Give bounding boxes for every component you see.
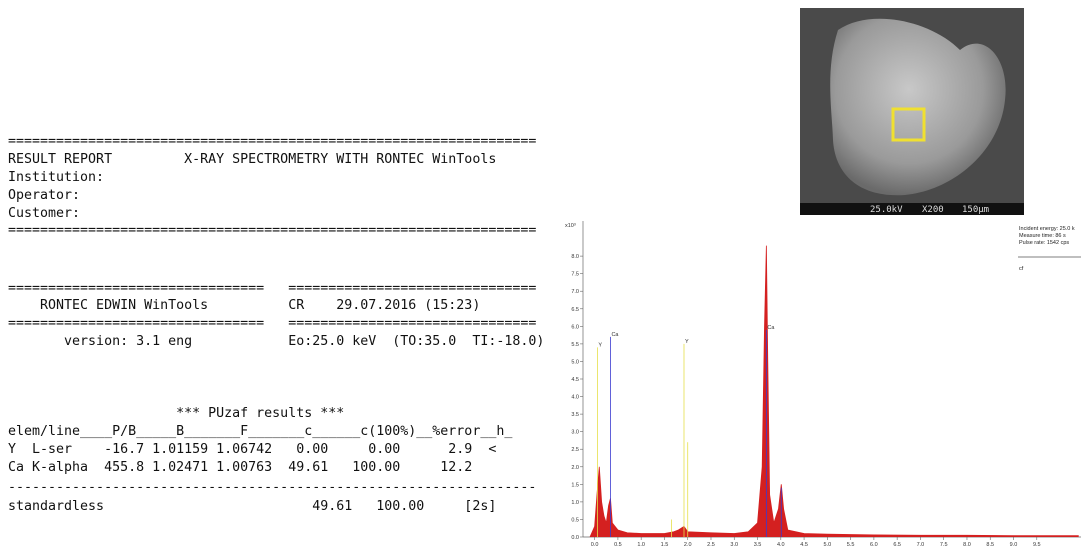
element-marker-label: Ca: [767, 325, 775, 331]
x-tick-label: 4.5: [800, 542, 808, 548]
y-tick-label: 6.0: [571, 324, 579, 330]
x-tick-label: 6.0: [870, 542, 878, 548]
spectrum-fill: [590, 246, 1079, 537]
y-tick-label: 4.5: [571, 377, 579, 383]
x-tick-label: 7.0: [917, 542, 925, 548]
x-tick-label: 2.0: [684, 542, 692, 548]
y-tick-label: 1.0: [571, 500, 579, 506]
report-line: Operator:: [8, 188, 80, 203]
y-tick-label: 3.5: [571, 412, 579, 418]
y-tick-label: 5.0: [571, 359, 579, 365]
y-tick-label: 4.0: [571, 395, 579, 401]
sem-image: 25.0kV X200 150µm: [800, 8, 1024, 215]
x-tick-label: 0.5: [614, 542, 622, 548]
element-marker-label: Y: [598, 342, 602, 348]
voltage: 25.0kV: [870, 205, 903, 215]
y-tick-label: 0.5: [571, 517, 579, 523]
report-line: Ca K-alpha 455.8 1.02471 1.00763 49.61 1…: [8, 460, 472, 475]
y-tick-label: 7.0: [571, 289, 579, 295]
x-tick-label: 1.0: [637, 542, 645, 548]
report-line: Institution:: [8, 170, 104, 185]
x-tick-label: 1.5: [661, 542, 669, 548]
x-tick-label: 6.5: [893, 542, 901, 548]
spectrum-info: Measure time: 86 s: [1019, 233, 1066, 239]
x-tick-label: 9.5: [1033, 542, 1041, 548]
magnification: X200: [922, 205, 944, 215]
y-tick-label: 3.0: [571, 430, 579, 436]
y-unit-label: x10³: [565, 223, 576, 229]
spectrum-info: Pulse rate: 1542 cps: [1019, 240, 1069, 246]
scale-strip: [800, 203, 1024, 215]
y-tick-label: 0.0: [571, 535, 579, 541]
report-line: RESULT REPORT X-RAY SPECTROMETRY WITH RO…: [8, 152, 496, 167]
y-tick-label: 7.5: [571, 272, 579, 278]
x-tick-label: 7.5: [940, 542, 948, 548]
x-tick-label: 5.0: [824, 542, 832, 548]
y-tick-label: 2.0: [571, 465, 579, 471]
report-line: ================================ =======…: [8, 281, 536, 296]
y-tick-label: 5.5: [571, 342, 579, 348]
scale-bar-label: 150µm: [962, 205, 989, 215]
report-line: Customer:: [8, 206, 80, 221]
spectrum-line: [590, 246, 1079, 537]
element-marker-label: Ca: [611, 332, 619, 338]
report-line: ----------------------------------------…: [8, 480, 536, 495]
report-line: standardless 49.61 100.00 [2s]: [8, 499, 496, 514]
y-tick-label: 2.5: [571, 447, 579, 453]
x-tick-label: 2.5: [707, 542, 715, 548]
x-tick-label: 3.0: [730, 542, 738, 548]
x-tick-label: 0.0: [591, 542, 599, 548]
report-line: version: 3.1 eng Eo:25.0 keV (TO:35.0 TI…: [8, 334, 544, 349]
report-line: ========================================…: [8, 223, 536, 238]
x-tick-label: 4.0: [777, 542, 785, 548]
x-tick-label: 5.5: [847, 542, 855, 548]
x-tick-label: 8.5: [986, 542, 994, 548]
y-tick-label: 8.0: [571, 254, 579, 260]
page: 25.0kV X200 150µm ======================…: [0, 0, 1081, 551]
report-line: elem/line____P/B_____B_______F_______c__…: [8, 424, 512, 439]
x-tick-label: 8.0: [963, 542, 971, 548]
report-line: ========================================…: [8, 134, 536, 149]
report-line: ================================ =======…: [8, 316, 536, 331]
y-tick-label: 1.5: [571, 482, 579, 488]
canvas: 25.0kV X200 150µm ======================…: [0, 0, 1081, 551]
x-tick-label: 3.5: [754, 542, 762, 548]
spectrum-info: Incident energy: 25.0 k: [1019, 226, 1075, 232]
report-line: *** PUzaf results ***: [8, 406, 344, 421]
report-line: RONTEC EDWIN WinTools CR 29.07.2016 (15:…: [8, 298, 480, 313]
x-tick-label: 9.0: [1010, 542, 1018, 548]
spectrum-info: cf: [1019, 266, 1024, 272]
y-tick-label: 6.5: [571, 307, 579, 313]
element-marker-label: Y: [685, 339, 689, 345]
report-line: Y L-ser -16.7 1.01159 1.06742 0.00 0.00 …: [8, 442, 496, 457]
